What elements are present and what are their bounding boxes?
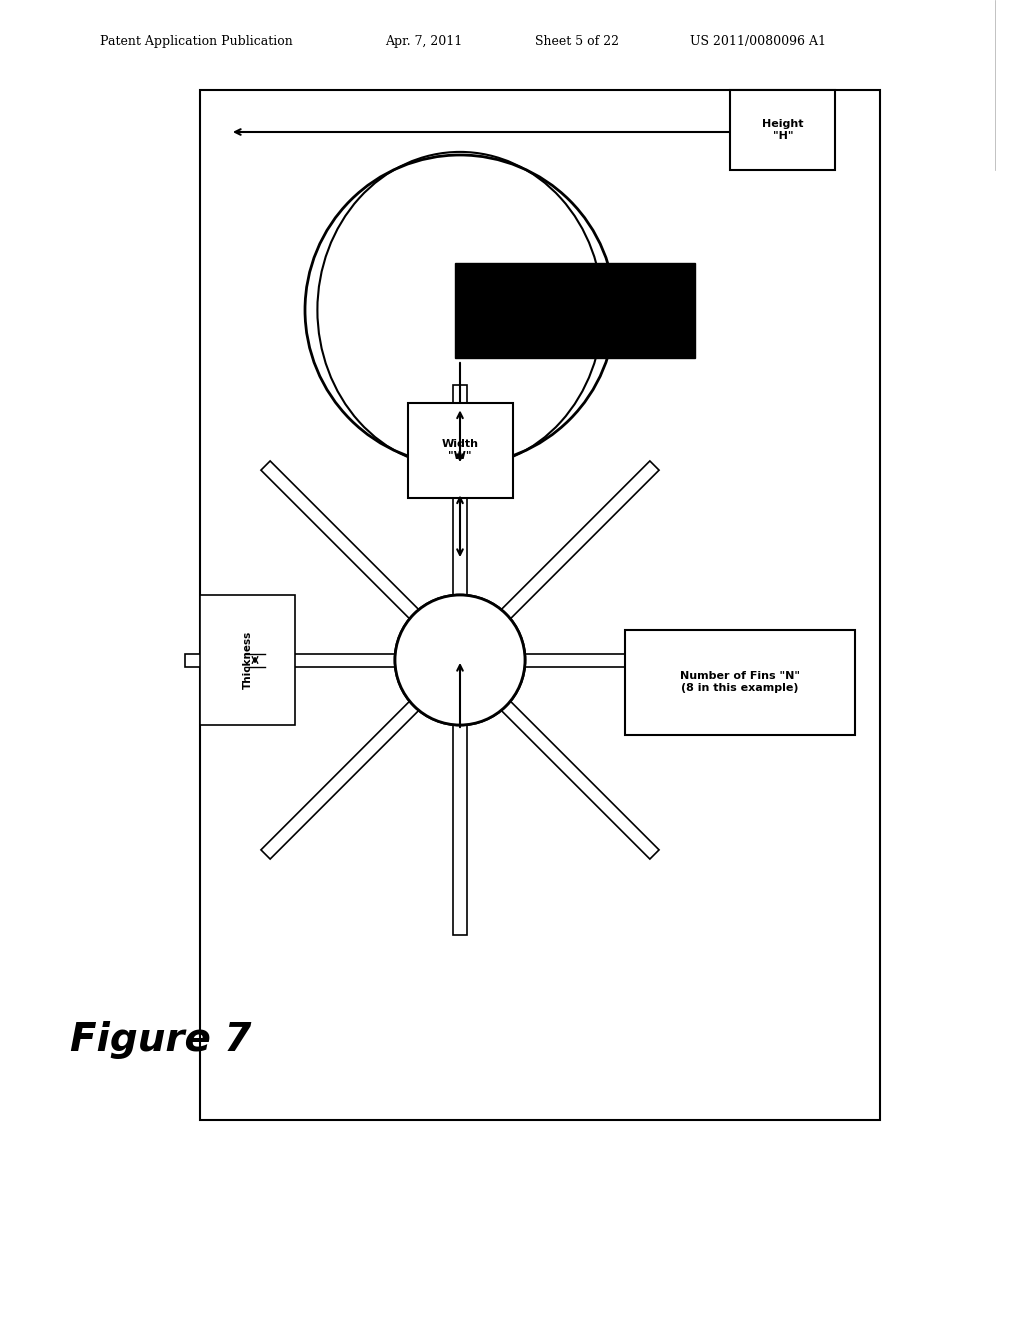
Polygon shape — [185, 653, 395, 667]
Polygon shape — [502, 701, 659, 859]
Bar — [455, 263, 695, 358]
Polygon shape — [502, 461, 659, 619]
Text: Patent Application Publication: Patent Application Publication — [100, 36, 293, 48]
Text: Height
"H": Height "H" — [762, 119, 804, 141]
Text: Number of Fins "N"
(8 in this example): Number of Fins "N" (8 in this example) — [680, 671, 800, 693]
Circle shape — [395, 595, 525, 725]
Text: Width
"W": Width "W" — [441, 440, 478, 461]
Text: Figure 7: Figure 7 — [70, 1020, 251, 1059]
Polygon shape — [261, 701, 419, 859]
FancyBboxPatch shape — [200, 595, 295, 725]
FancyBboxPatch shape — [625, 630, 855, 735]
Polygon shape — [454, 385, 467, 595]
Polygon shape — [261, 461, 419, 619]
Polygon shape — [454, 725, 467, 935]
Text: Sheet 5 of 22: Sheet 5 of 22 — [535, 36, 618, 48]
Text: Apr. 7, 2011: Apr. 7, 2011 — [385, 36, 462, 48]
Text: US 2011/0080096 A1: US 2011/0080096 A1 — [690, 36, 826, 48]
FancyBboxPatch shape — [730, 90, 835, 170]
FancyBboxPatch shape — [408, 403, 512, 498]
Polygon shape — [525, 653, 735, 667]
Text: Thickness: Thickness — [243, 631, 253, 689]
Circle shape — [395, 595, 525, 725]
Bar — [200, 90, 880, 1119]
